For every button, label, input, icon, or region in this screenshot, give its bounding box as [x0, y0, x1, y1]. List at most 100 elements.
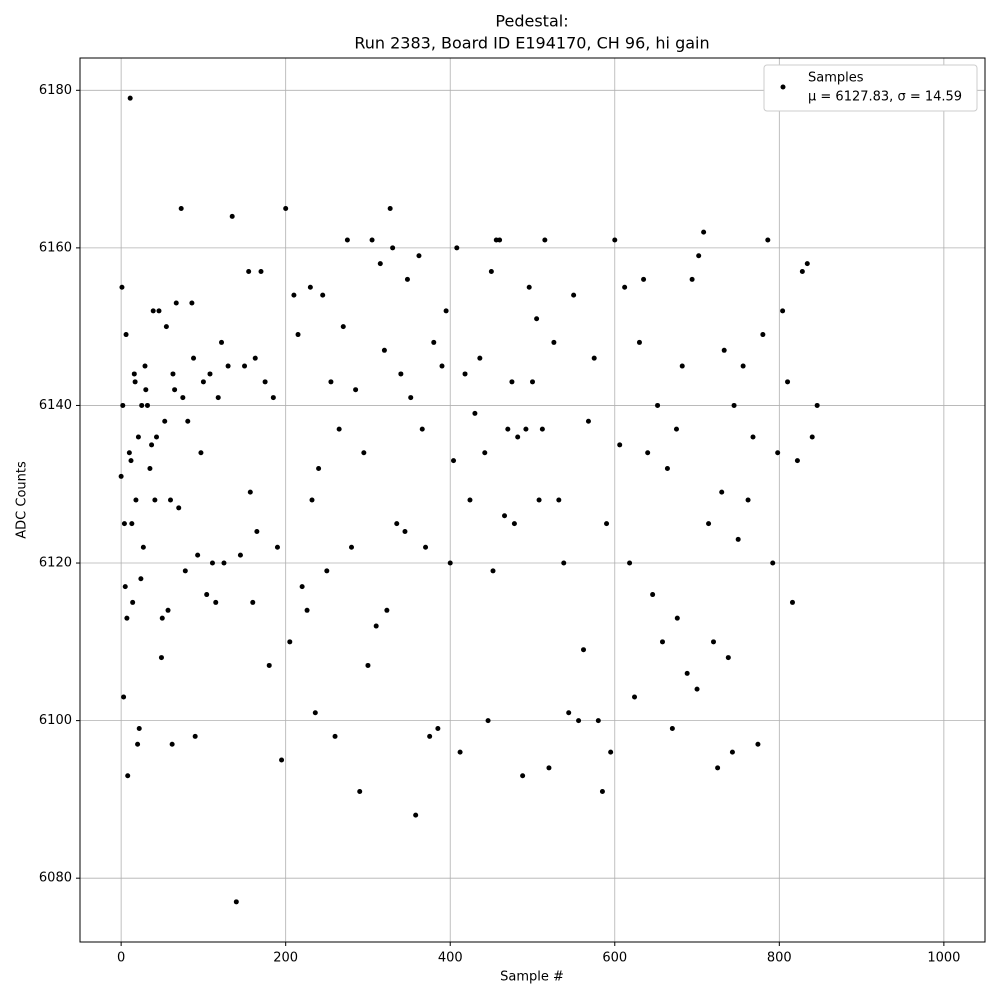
point [247, 489, 253, 495]
legend-note: μ = 6127.83, σ = 14.59 [808, 90, 962, 105]
point [462, 371, 468, 377]
point [457, 749, 463, 755]
x-tick-label: 0 [117, 951, 125, 966]
point [182, 568, 188, 574]
x-tick-label: 1000 [927, 951, 960, 966]
point [320, 292, 326, 298]
point [387, 205, 393, 211]
point [336, 426, 342, 432]
point [178, 205, 184, 211]
point [814, 402, 820, 408]
point [381, 347, 387, 353]
point [291, 292, 297, 298]
point [435, 725, 441, 731]
point [139, 402, 145, 408]
point [689, 276, 695, 282]
point [770, 560, 776, 566]
point [696, 253, 702, 259]
point [162, 418, 168, 424]
point [312, 710, 318, 716]
point [530, 379, 535, 385]
point [283, 205, 289, 211]
point [413, 812, 419, 818]
point [129, 521, 135, 527]
point [591, 355, 597, 361]
point [266, 662, 272, 668]
point [556, 497, 562, 503]
point [132, 379, 138, 385]
point [252, 355, 258, 361]
point [125, 773, 131, 779]
point [539, 426, 545, 432]
legend-label: Samples [808, 71, 864, 86]
point [324, 568, 330, 574]
point [123, 332, 129, 338]
point [740, 363, 746, 369]
point [645, 450, 651, 456]
point [295, 332, 301, 338]
point [599, 789, 605, 795]
point [168, 497, 173, 503]
point [664, 465, 670, 471]
point [765, 237, 771, 243]
y-tick-label: 6080 [39, 871, 72, 886]
point [163, 324, 169, 330]
point [679, 363, 685, 369]
point [121, 521, 127, 527]
point [604, 521, 610, 527]
point [467, 497, 473, 503]
point [173, 300, 179, 306]
point [745, 497, 751, 503]
point [209, 560, 215, 566]
x-tick-label: 600 [602, 951, 627, 966]
point [130, 599, 136, 605]
point [551, 339, 557, 345]
point [158, 655, 164, 661]
point [608, 749, 614, 755]
point [233, 899, 239, 905]
point [316, 465, 322, 471]
point [719, 489, 725, 495]
point [659, 639, 665, 645]
point [377, 261, 383, 267]
point [542, 237, 548, 243]
point [361, 450, 367, 456]
plot-frame [79, 57, 986, 943]
y-tick-label: 6160 [39, 240, 72, 255]
point [711, 639, 716, 645]
point [147, 465, 153, 471]
point [384, 607, 390, 613]
legend-marker [780, 84, 786, 90]
point [165, 607, 171, 613]
point [229, 213, 235, 219]
point [394, 521, 400, 527]
point [142, 363, 148, 369]
point [225, 363, 231, 369]
point [121, 694, 127, 700]
point [595, 718, 601, 724]
point [180, 395, 186, 401]
point [127, 95, 133, 101]
point [655, 402, 661, 408]
point [576, 718, 582, 724]
point [706, 521, 712, 527]
point [627, 560, 633, 566]
point [287, 639, 293, 645]
point [534, 316, 540, 322]
point [799, 269, 805, 275]
point [809, 434, 815, 440]
point [144, 402, 150, 408]
point [402, 529, 408, 535]
point [200, 379, 206, 385]
point [126, 450, 132, 456]
point [176, 505, 182, 511]
point [332, 733, 338, 739]
point [804, 261, 810, 267]
point [515, 434, 521, 440]
point [485, 718, 491, 724]
point [140, 544, 146, 550]
legend-box [763, 64, 978, 112]
x-tick-label: 800 [767, 951, 792, 966]
point [156, 308, 162, 314]
